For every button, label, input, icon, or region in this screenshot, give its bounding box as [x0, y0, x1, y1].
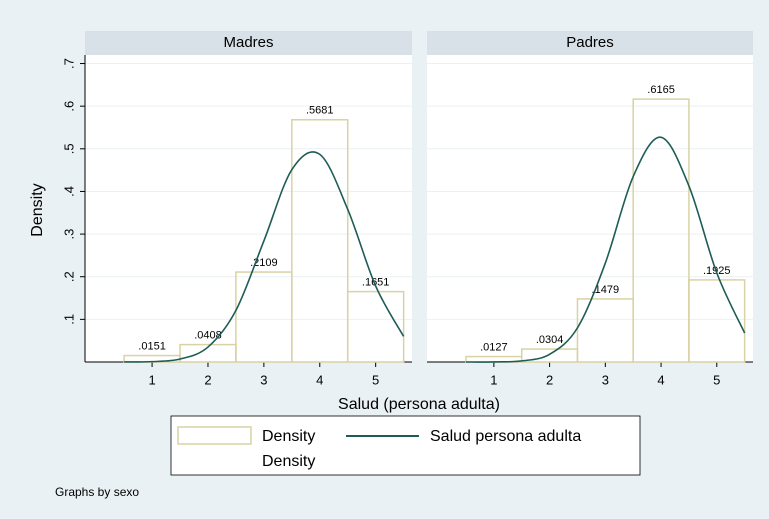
- y-tick-label: .7: [61, 58, 76, 69]
- bar: [688, 279, 746, 363]
- y-tick-label: .3: [61, 229, 76, 240]
- legend-label: Salud persona adulta: [430, 428, 581, 445]
- x-tick-label: 5: [372, 372, 379, 387]
- data-label: .5681: [306, 105, 334, 117]
- density-curve: [466, 136, 746, 363]
- note: Graphs by sexo: [55, 485, 139, 499]
- plot-area: [85, 55, 412, 362]
- x-tick-label: 1: [148, 372, 155, 387]
- legend-label: Density: [262, 453, 315, 470]
- data-label: .6165: [647, 84, 675, 96]
- bar: [632, 98, 690, 363]
- x-axis-title: Salud (persona adulta): [338, 396, 500, 413]
- density-curve: [124, 151, 405, 363]
- y-tick-label: .6: [61, 101, 76, 112]
- legend: [170, 415, 641, 476]
- plot-area: [427, 55, 753, 362]
- panel-title: Padres: [566, 34, 614, 51]
- data-label: .0127: [480, 341, 508, 353]
- data-label: .0304: [536, 334, 564, 346]
- x-tick-label: 5: [713, 372, 720, 387]
- x-tick-label: 2: [204, 372, 211, 387]
- data-label: .0408: [194, 330, 222, 342]
- legend-swatch-bars: [177, 426, 252, 445]
- bar: [291, 119, 349, 363]
- y-tick-label: .2: [61, 271, 76, 282]
- data-label: .0151: [138, 340, 166, 352]
- panel-header: [427, 31, 753, 55]
- legend-label: Density: [262, 428, 315, 445]
- y-tick-label: .5: [61, 143, 76, 154]
- y-axis-title: Density: [29, 183, 46, 236]
- data-label: .1651: [362, 277, 390, 289]
- x-tick-label: 3: [602, 372, 609, 387]
- x-tick-label: 3: [260, 372, 267, 387]
- x-tick-label: 4: [316, 372, 323, 387]
- panel-title: Madres: [223, 34, 273, 51]
- panel-header: [85, 31, 412, 55]
- y-tick-label: .4: [61, 186, 76, 197]
- x-tick-label: 1: [490, 372, 497, 387]
- x-tick-label: 4: [657, 372, 664, 387]
- x-tick-label: 2: [546, 372, 553, 387]
- bar: [346, 290, 405, 363]
- data-label: .1479: [592, 284, 620, 296]
- y-tick-label: .1: [61, 314, 76, 325]
